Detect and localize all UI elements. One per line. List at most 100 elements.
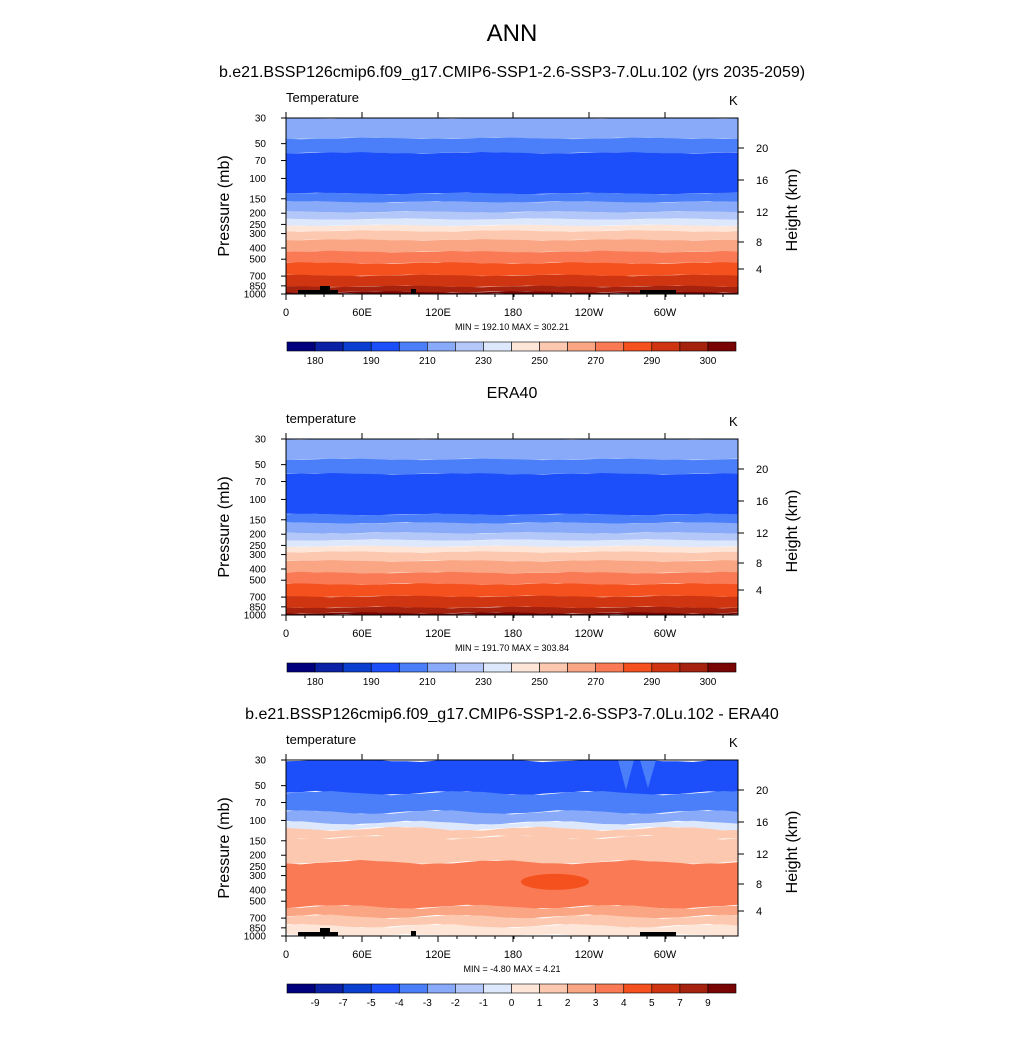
panel-3-y-right-tick-label: 20 (756, 785, 768, 797)
panel-1-units: K (729, 93, 738, 108)
panel-3-colorbar-label: 5 (649, 998, 655, 1009)
panel-3-colorbar-label: 1 (537, 998, 543, 1009)
panel-2-contour-band (286, 595, 738, 609)
panel-2-y-tick-label: 150 (249, 515, 266, 526)
panel-1-y-tick-label: 850 (249, 281, 266, 292)
panel-3-y-right-tick-label: 16 (756, 817, 768, 829)
panel-1-contour-band (286, 201, 738, 213)
panel-1-topography (320, 286, 330, 294)
panel-3-y-tick-label: 1000 (244, 932, 267, 943)
panel-3-y-tick-label: 50 (255, 781, 267, 792)
panel-1-contour-band (286, 218, 738, 227)
panel-1-contour-band (286, 250, 738, 264)
panel-3-colorbar-swatch (314, 983, 344, 994)
panel-2-y-tick-label: 250 (249, 541, 266, 552)
panel-2-subtitle: ERA40 (486, 385, 538, 402)
panel-2-contour-band (286, 539, 738, 548)
panel-3-y-tick-label: 30 (255, 756, 267, 767)
panel-3-colorbar-swatch (707, 983, 737, 994)
panel-1-variable: Temperature (286, 90, 359, 105)
panel-3-topography (411, 931, 416, 936)
panel-3-colorbar-swatch (455, 983, 484, 994)
panel-1-colorbar-swatch (707, 341, 737, 352)
panel-2-y-right-tick-label: 12 (756, 528, 768, 540)
panel-3-colorbar-label: 0 (509, 998, 515, 1009)
panel-2-colorbar-label: 290 (643, 677, 660, 688)
panel-1-y-tick-label: 150 (249, 194, 266, 205)
panel-1-y-tick-label: 250 (249, 220, 266, 231)
panel-2-x-tick-label: 60W (654, 628, 677, 640)
panel-1-colorbar-label: 270 (587, 356, 604, 367)
panel-1-colorbar-swatch (511, 341, 540, 352)
panel-1-topography (411, 289, 416, 294)
panel-2-contour-band (286, 560, 738, 574)
panel-3-y-tick-label: 700 (249, 914, 266, 925)
panel-2-contour-band (286, 583, 738, 598)
panel-3-colorbar-label: 2 (565, 998, 571, 1009)
panel-2-contour-band (286, 439, 738, 461)
panel-3-colorbar-swatch (567, 983, 596, 994)
panel-3-x-tick-label: 60W (654, 949, 677, 961)
panel-2-x-tick-label: 120E (425, 628, 451, 640)
panel-3-x-tick-label: 120W (575, 949, 604, 961)
panel-2-colorbar-swatch (286, 662, 316, 673)
panel-3-topography (640, 932, 676, 936)
panel-3-units: K (729, 735, 738, 750)
panel-3-topography (330, 932, 338, 936)
panel-3-warm-anomaly (521, 873, 589, 890)
panel-3-colorbar-label: 9 (705, 998, 711, 1009)
panel-2-y-tick-label: 30 (255, 435, 267, 446)
panel-1-y-right-tick-label: 16 (756, 175, 768, 187)
panel-3-colorbar-label: -9 (311, 998, 320, 1009)
panel-2-colorbar-swatch (623, 662, 653, 673)
panel-2-contour-band (286, 612, 738, 615)
panel-3-contour-band (286, 760, 738, 796)
panel-3-colorbar-label: -7 (339, 998, 348, 1009)
panel-1-colorbar-label: 180 (307, 356, 324, 367)
panel-2-y-right-tick-label: 4 (756, 585, 762, 597)
panel-1-y-tick-label: 50 (255, 139, 267, 150)
panel-1-colorbar-swatch (623, 341, 653, 352)
panel-2-x-tick-label: 120W (575, 628, 604, 640)
panel-1-contour-band (286, 230, 738, 241)
panel-1-topography (298, 290, 320, 294)
panel-2-y-tick-label: 300 (249, 550, 266, 561)
panel-2-y-right-tick-label: 8 (756, 558, 762, 570)
panel-2-variable: temperature (286, 411, 357, 426)
panel-2-colorbar-swatch (427, 662, 456, 673)
panel-2-colorbar-swatch (595, 662, 625, 673)
panel-1-colorbar-swatch (567, 341, 596, 352)
panel-3-colorbar-swatch (427, 983, 456, 994)
panel-2-colorbar-swatch (483, 662, 512, 673)
panel-1-subtitle: b.e21.BSSP126cmip6.f09_g17.CMIP6-SSP1-2.… (218, 64, 806, 81)
panel-2-y-right-tick-label: 16 (756, 496, 768, 508)
panel-2-colorbar-swatch (455, 662, 484, 673)
panel-3-y-tick-label: 500 (249, 897, 266, 908)
panel-1-y-tick-label: 30 (255, 114, 267, 125)
panel-2-y-tick-label: 500 (249, 576, 266, 587)
panel-1-contour-band (286, 274, 738, 288)
panel-1-colorbar-label: 300 (700, 356, 717, 367)
panel-3-y-tick-label: 850 (249, 923, 266, 934)
panel-3-topography (298, 932, 320, 936)
panel-3-y-tick-label: 200 (249, 851, 266, 862)
panel-2-y-tick-label: 100 (249, 495, 266, 506)
panel-1-contour-band (286, 224, 738, 232)
panel-3-plot: 0 60E 120E 180 120W 60W3050701001502002503004… (216, 754, 801, 1009)
panel-3-colorbar-swatch (398, 983, 428, 994)
panel-3-ylabel-right: Height (km) (784, 811, 801, 894)
panel-2-contour-band (286, 513, 738, 524)
panel-2-colorbar-swatch (651, 662, 681, 673)
panel-1-colorbar-swatch (455, 341, 484, 352)
panel-2-y-tick-label: 50 (255, 460, 267, 471)
panel-1-x-tick-label: 120E (425, 307, 451, 319)
panel-1-topography (640, 290, 676, 294)
panel-1-x-tick-label: 60W (654, 307, 677, 319)
panel-3-y-right-tick-label: 12 (756, 849, 768, 861)
panel-1-x-tick-label: 120W (575, 307, 604, 319)
panel-3-contour-band (286, 923, 738, 936)
panel-3-y-tick-label: 300 (249, 871, 266, 882)
panel-1-colorbar-swatch (483, 341, 512, 352)
panel-1-colorbar-swatch (314, 341, 344, 352)
panel-3-y-right-tick-label: 8 (756, 879, 762, 891)
